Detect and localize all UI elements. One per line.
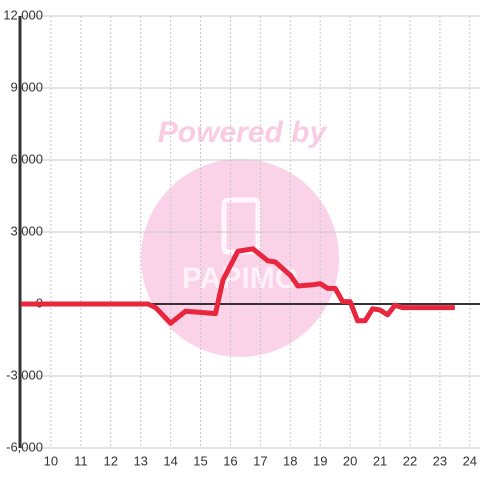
y-tick-label: 12,000 (3, 7, 43, 22)
y-tick-label: 6,000 (10, 151, 43, 166)
x-tick-label: 20 (343, 453, 357, 468)
y-tick-label: -6,000 (6, 439, 43, 454)
x-tick-label: 12 (104, 453, 118, 468)
watermark: Powered by PAPIMO (141, 116, 339, 357)
x-tick-label: 17 (253, 453, 267, 468)
plot (21, 246, 455, 326)
line-series (21, 246, 455, 326)
x-tick-label: 11 (74, 453, 88, 468)
y-tick-label: 9,000 (10, 79, 43, 94)
x-tick-label: 14 (163, 453, 177, 468)
x-tick-label: 19 (313, 453, 327, 468)
x-tick-label: 13 (133, 453, 147, 468)
x-tick-label: 24 (463, 453, 477, 468)
x-tick-label: 21 (373, 453, 387, 468)
x-tick-label: 15 (193, 453, 207, 468)
x-tick-label: 10 (44, 453, 58, 468)
grid: 10 11 12 13 14 15 16 17 18 19 20 21 22 23 24 -6,000 -3,0… (3, 7, 480, 468)
y-tick-label: 3,000 (10, 223, 43, 238)
x-tick-label: 22 (403, 453, 417, 468)
watermark-text: Powered by (158, 116, 328, 149)
watermark-circle (141, 159, 339, 357)
x-tick-label: 23 (433, 453, 447, 468)
y-tick-label: -3,000 (6, 367, 43, 382)
x-tick-label: 16 (223, 453, 237, 468)
x-tick-label: 18 (283, 453, 297, 468)
